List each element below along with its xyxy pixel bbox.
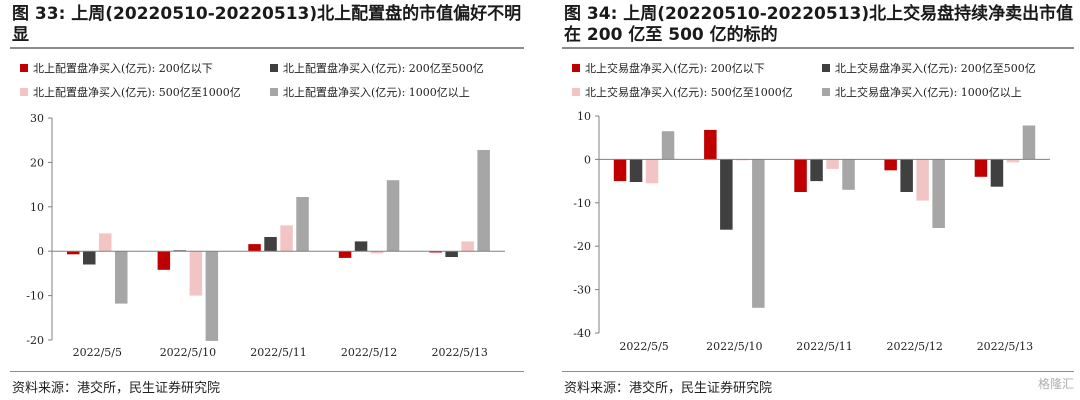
legend-item: 北上交易盘净买入(亿元): 200亿至500亿 bbox=[822, 60, 1036, 76]
legend-swatch bbox=[822, 88, 830, 96]
y-tick-label: 10 bbox=[30, 201, 44, 214]
legend-swatch bbox=[20, 64, 28, 72]
x-tick-label: 2022/5/12 bbox=[886, 340, 942, 353]
bar-5-1 bbox=[974, 159, 988, 177]
bar-2-3 bbox=[189, 251, 203, 296]
bar-5-3 bbox=[461, 241, 474, 252]
legend-item: 北上配置盘净买入(亿元): 500亿至1000亿 bbox=[20, 84, 241, 100]
bar-3-2 bbox=[264, 237, 277, 252]
bar-2-4 bbox=[752, 159, 765, 308]
y-tick-label: -40 bbox=[573, 327, 591, 340]
x-tick-label: 2022/5/13 bbox=[431, 346, 487, 359]
bar-5-2 bbox=[445, 251, 458, 257]
chart-plot: -40 -30 -20 -10 0 10 2022/5/5 2022/5/10 2022/5/1… bbox=[573, 110, 1050, 353]
bar-2-2 bbox=[720, 159, 733, 230]
legend-swatch bbox=[822, 64, 830, 72]
title-divider bbox=[10, 47, 524, 49]
watermark-logo: 格隆汇 bbox=[1037, 377, 1074, 391]
legend-swatch bbox=[270, 88, 278, 96]
legend-label: 北上交易盘净买入(亿元): 500亿至1000亿 bbox=[585, 86, 793, 99]
legend-swatch bbox=[270, 64, 278, 72]
x-tick-label: 2022/5/10 bbox=[160, 346, 216, 359]
chart-panel-right: 图 34: 上周(20220510-20220513)北上交易盘持续净卖出市值在… bbox=[552, 0, 1080, 400]
y-tick-label: -10 bbox=[573, 197, 591, 210]
x-tick-label: 2022/5/12 bbox=[341, 346, 397, 359]
y-tick-label: -10 bbox=[26, 290, 44, 303]
bar-5-2 bbox=[990, 159, 1004, 187]
title-divider bbox=[562, 47, 1074, 49]
bar-4-4 bbox=[932, 159, 945, 228]
legend-label: 北上配置盘净买入(亿元): 1000亿以上 bbox=[283, 86, 470, 99]
bar-2-1 bbox=[157, 251, 171, 270]
source-note: 资料来源：港交所，民生证券研究院 bbox=[564, 381, 773, 396]
source-divider bbox=[562, 371, 1074, 372]
source-divider bbox=[10, 371, 524, 372]
bar-3-1 bbox=[248, 244, 261, 252]
legend-item: 北上交易盘净买入(亿元): 1000亿以上 bbox=[822, 84, 1022, 100]
legend-item: 北上交易盘净买入(亿元): 500亿至1000亿 bbox=[572, 84, 793, 100]
chart-plot: -20 -10 0 10 20 30 2022/5/5 2022/5/10 2022/5/11 2… bbox=[26, 112, 505, 359]
legend-item: 北上配置盘净买入(亿元): 200亿以下 bbox=[20, 60, 213, 76]
legend-label: 北上配置盘净买入(亿元): 200亿以下 bbox=[33, 62, 213, 75]
bar-5-4 bbox=[477, 150, 490, 252]
chart-title: 图 33: 上周(20220510-20220513)北上配置盘的市值偏好不明显 bbox=[12, 4, 522, 45]
legend-item: 北上交易盘净买入(亿元): 200亿以下 bbox=[572, 60, 765, 76]
legend-swatch bbox=[572, 88, 580, 96]
y-tick-label: -30 bbox=[573, 284, 591, 297]
y-tick-label: 10 bbox=[577, 110, 591, 123]
bar-4-1 bbox=[338, 251, 352, 258]
legend-label: 北上配置盘净买入(亿元): 200亿至500亿 bbox=[283, 62, 484, 75]
bar-1-3 bbox=[99, 233, 112, 252]
bar-2-1 bbox=[704, 129, 717, 160]
source-note: 资料来源：港交所，民生证券研究院 bbox=[12, 381, 221, 396]
chart-panel-left: 图 33: 上周(20220510-20220513)北上配置盘的市值偏好不明显… bbox=[0, 0, 530, 400]
legend-label: 北上配置盘净买入(亿元): 500亿至1000亿 bbox=[33, 86, 241, 99]
y-tick-label: 0 bbox=[37, 245, 44, 258]
x-tick-label: 2022/5/13 bbox=[977, 340, 1033, 353]
x-tick-label: 2022/5/11 bbox=[796, 340, 852, 353]
x-tick-label: 2022/5/10 bbox=[706, 340, 762, 353]
legend-label: 北上交易盘净买入(亿元): 200亿至500亿 bbox=[835, 62, 1036, 75]
bar-1-2 bbox=[629, 159, 643, 182]
x-tick-label: 2022/5/5 bbox=[619, 340, 668, 353]
chart-title: 图 34: 上周(20220510-20220513)北上交易盘持续净卖出市值在… bbox=[564, 4, 1074, 45]
legend-item: 北上配置盘净买入(亿元): 200亿至500亿 bbox=[270, 60, 484, 76]
legend-label: 北上交易盘净买入(亿元): 1000亿以上 bbox=[835, 86, 1022, 99]
bar-5-3 bbox=[1006, 159, 1020, 163]
bar-3-3 bbox=[826, 159, 839, 169]
bar-1-4 bbox=[115, 251, 128, 304]
y-tick-label: 20 bbox=[30, 156, 44, 169]
bar-5-4 bbox=[1022, 125, 1036, 160]
legend-label: 北上交易盘净买入(亿元): 200亿以下 bbox=[585, 62, 765, 75]
x-tick-label: 2022/5/5 bbox=[73, 346, 122, 359]
bar-3-1 bbox=[794, 159, 807, 192]
bar-4-4 bbox=[386, 180, 400, 252]
bar-2-4 bbox=[205, 251, 219, 341]
x-tick-label: 2022/5/11 bbox=[250, 346, 306, 359]
bar-1-1 bbox=[67, 251, 80, 255]
bar-3-4 bbox=[296, 197, 309, 252]
bar-4-3 bbox=[916, 159, 929, 201]
bar-1-3 bbox=[645, 159, 659, 184]
bar-3-3 bbox=[280, 225, 293, 252]
bar-1-2 bbox=[83, 251, 96, 265]
y-tick-label: -20 bbox=[26, 334, 44, 347]
y-tick-label: 30 bbox=[30, 112, 44, 125]
bar-1-1 bbox=[613, 159, 627, 182]
legend-swatch bbox=[572, 64, 580, 72]
bar-4-3 bbox=[370, 251, 384, 254]
bar-4-2 bbox=[900, 159, 913, 192]
y-tick-label: -20 bbox=[573, 240, 591, 253]
legend-item: 北上配置盘净买入(亿元): 1000亿以上 bbox=[270, 84, 470, 100]
y-tick-label: 0 bbox=[584, 153, 591, 166]
bar-1-4 bbox=[661, 131, 675, 160]
bar-4-2 bbox=[354, 241, 368, 252]
bar-5-1 bbox=[429, 251, 442, 253]
bar-3-2 bbox=[810, 159, 823, 182]
bar-3-4 bbox=[842, 159, 855, 190]
bar-4-1 bbox=[884, 159, 897, 171]
legend-swatch bbox=[20, 88, 28, 96]
